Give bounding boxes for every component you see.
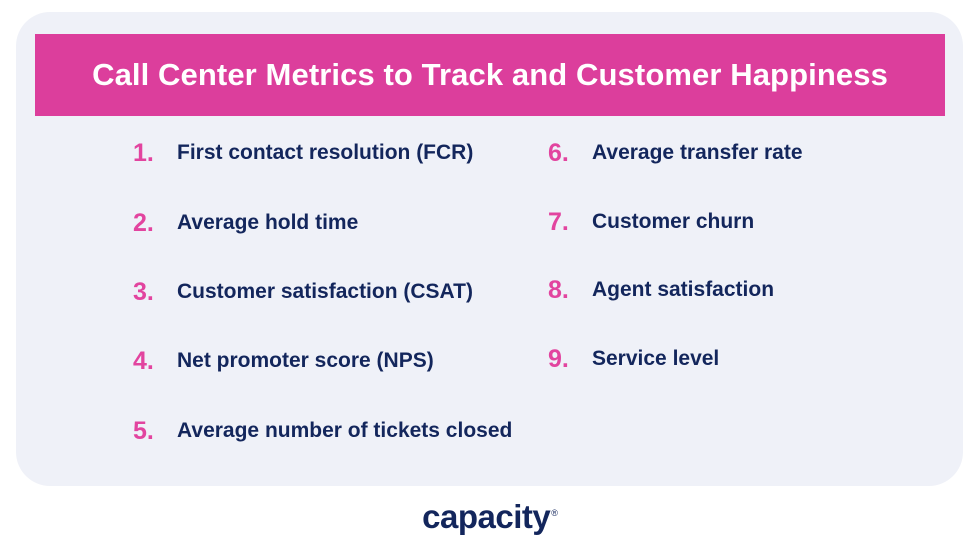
metric-number: 2. [133, 208, 154, 237]
capacity-logo: capacity® [0, 498, 980, 536]
metric-label: Average hold time [177, 211, 359, 234]
metric-label: Agent satisfaction [592, 278, 775, 301]
metric-number: 7. [548, 207, 569, 236]
metric-item-4: 4. Net promoter score (NPS) [133, 345, 434, 377]
metric-label: Net promoter score (NPS) [177, 349, 434, 372]
metric-label: First contact resolution (FCR) [177, 141, 474, 164]
title-banner: Call Center Metrics to Track and Custome… [35, 34, 945, 116]
metric-item-2: 2. Average hold time [133, 207, 358, 239]
metric-item-9: 9. Service level [548, 343, 719, 375]
metric-number: 3. [133, 277, 154, 306]
metric-label: Service level [592, 347, 720, 370]
metric-item-8: 8. Agent satisfaction [548, 274, 774, 306]
metric-number: 5. [133, 416, 154, 445]
metric-item-3: 3. Customer satisfaction (CSAT) [133, 276, 473, 308]
logo-wordmark: capacity [422, 498, 551, 535]
metric-number: 6. [548, 138, 569, 167]
metric-number: 8. [548, 275, 569, 304]
metric-label: Average transfer rate [592, 141, 803, 164]
metric-number: 9. [548, 344, 569, 373]
metric-label: Customer churn [592, 210, 755, 233]
metric-label: Customer satisfaction (CSAT) [177, 280, 473, 303]
metric-number: 4. [133, 346, 154, 375]
metric-item-6: 6. Average transfer rate [548, 137, 803, 169]
metric-item-7: 7. Customer churn [548, 206, 754, 238]
metric-label: Average number of tickets closed [177, 419, 513, 442]
page-title: Call Center Metrics to Track and Custome… [92, 57, 888, 92]
metric-item-5: 5. Average number of tickets closed [133, 415, 512, 447]
metric-number: 1. [133, 138, 154, 167]
metric-item-1: 1. First contact resolution (FCR) [133, 137, 473, 169]
registered-mark-icon: ® [551, 508, 558, 518]
